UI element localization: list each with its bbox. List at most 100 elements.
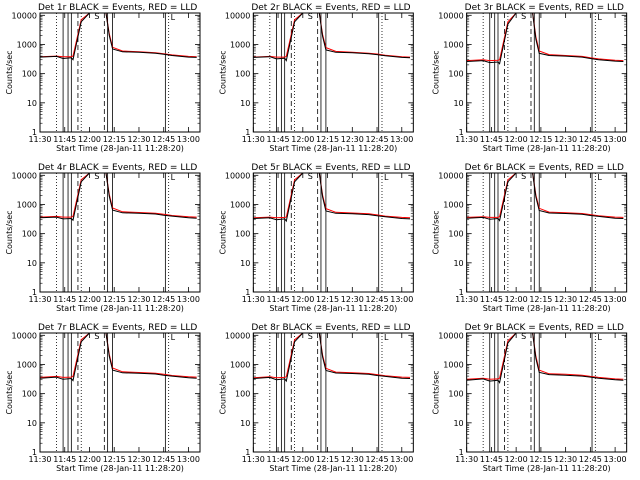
annotation-l: L — [384, 173, 389, 182]
x-tick-label: 11:30 — [455, 455, 478, 464]
x-tick-label: 12:45 — [366, 135, 389, 144]
x-tick-label: 12:15 — [316, 135, 339, 144]
annotation-l: L — [171, 173, 176, 182]
x-tick-label: 12:45 — [152, 135, 175, 144]
y-tick-label: 1000 — [17, 40, 37, 49]
x-tick-label: 12:00 — [291, 295, 314, 304]
x-axis-label: Start Time (28-Jan-11 11:28:20) — [483, 144, 611, 153]
x-tick-label: 12:45 — [579, 295, 602, 304]
annotation-l: L — [171, 13, 176, 22]
annotation-s: S — [308, 12, 313, 21]
y-tick-label: 10 — [240, 419, 250, 428]
y-tick-label: 10000 — [12, 331, 37, 340]
series-events-line — [466, 172, 624, 222]
x-tick-label: 12:30 — [554, 135, 577, 144]
y-tick-label: 1000 — [443, 360, 463, 369]
panel-title: Det 4r BLACK = Events, RED = LLD — [38, 163, 197, 173]
series-events-line — [253, 332, 411, 383]
y-axis-label: Counts/sec — [218, 50, 227, 94]
plot-frame — [252, 12, 414, 133]
annotation-l: L — [384, 13, 389, 22]
x-axis-label: Start Time (28-Jan-11 11:28:20) — [56, 304, 184, 313]
annotation-s: S — [94, 172, 99, 181]
y-tick-label: 100 — [22, 390, 37, 399]
plot-frame — [252, 172, 414, 293]
y-tick-label: 1000 — [443, 40, 463, 49]
y-tick-label: 1 — [245, 288, 250, 297]
x-tick-label: 12:45 — [579, 135, 602, 144]
y-tick-label: 1000 — [17, 360, 37, 369]
x-tick-label: 11:45 — [480, 295, 503, 304]
y-tick-label: 10000 — [12, 11, 37, 20]
x-tick-label: 11:30 — [28, 295, 51, 304]
plot-frame — [466, 12, 628, 133]
panel-title: Det 2r BLACK = Events, RED = LLD — [251, 3, 410, 13]
x-tick-label: 11:30 — [242, 295, 265, 304]
y-axis-label: Counts/sec — [5, 210, 14, 254]
plot-frame — [466, 172, 628, 293]
y-tick-label: 100 — [22, 230, 37, 239]
x-tick-label: 12:45 — [579, 455, 602, 464]
y-tick-label: 10000 — [438, 171, 463, 180]
annotation-s: S — [94, 12, 99, 21]
x-axis-label: Start Time (28-Jan-11 11:28:20) — [269, 144, 397, 153]
x-tick-label: 11:30 — [242, 135, 265, 144]
series-events-line — [253, 172, 411, 223]
x-tick-label: 12:45 — [152, 295, 175, 304]
y-axis-label: Counts/sec — [5, 370, 14, 414]
x-tick-label: 12:00 — [78, 295, 101, 304]
y-tick-label: 10000 — [438, 331, 463, 340]
x-tick-label: 12:15 — [103, 135, 126, 144]
y-tick-label: 100 — [22, 70, 37, 79]
y-tick-label: 10 — [453, 419, 463, 428]
x-tick-label: 12:15 — [529, 135, 552, 144]
y-tick-label: 1000 — [230, 40, 250, 49]
annotation-l: L — [597, 13, 602, 22]
plot-frame — [39, 12, 201, 133]
x-tick-label: 13:00 — [177, 135, 200, 144]
x-axis-label: Start Time (28-Jan-11 11:28:20) — [483, 304, 611, 313]
x-tick-label: 11:30 — [28, 455, 51, 464]
y-tick-label: 10000 — [438, 11, 463, 20]
x-tick-label: 12:15 — [103, 455, 126, 464]
x-tick-label: 11:45 — [53, 135, 76, 144]
x-tick-label: 11:30 — [28, 135, 51, 144]
panel-title: Det 3r BLACK = Events, RED = LLD — [465, 3, 624, 13]
x-tick-label: 12:00 — [78, 455, 101, 464]
y-tick-label: 10000 — [225, 171, 250, 180]
series-events-line — [466, 332, 624, 384]
series-events-line — [39, 12, 197, 61]
panel-title: Det 9r BLACK = Events, RED = LLD — [465, 323, 624, 333]
y-tick-label: 100 — [235, 390, 250, 399]
x-tick-label: 12:00 — [505, 135, 528, 144]
x-tick-label: 13:00 — [177, 295, 200, 304]
x-axis-label: Start Time (28-Jan-11 11:28:20) — [269, 304, 397, 313]
annotation-l: L — [597, 173, 602, 182]
x-tick-label: 11:45 — [267, 455, 290, 464]
x-tick-label: 13:00 — [390, 455, 413, 464]
annotation-s: S — [308, 172, 313, 181]
x-tick-label: 12:30 — [341, 455, 364, 464]
y-tick-label: 10 — [27, 419, 37, 428]
y-tick-label: 100 — [235, 70, 250, 79]
y-axis-label: Counts/sec — [432, 50, 441, 94]
y-tick-label: 1 — [245, 448, 250, 457]
x-tick-label: 11:45 — [480, 135, 503, 144]
x-tick-label: 11:30 — [455, 135, 478, 144]
annotation-l: L — [597, 333, 602, 342]
x-tick-label: 12:00 — [291, 455, 314, 464]
x-tick-label: 11:45 — [267, 135, 290, 144]
annotation-s: S — [521, 172, 526, 181]
x-tick-label: 11:45 — [53, 295, 76, 304]
x-tick-label: 12:15 — [529, 455, 552, 464]
y-tick-label: 10 — [240, 99, 250, 108]
y-axis-label: Counts/sec — [218, 370, 227, 414]
